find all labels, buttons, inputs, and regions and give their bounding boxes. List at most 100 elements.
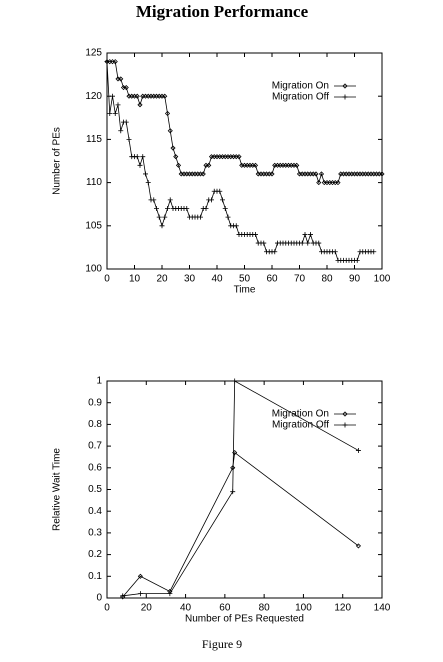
point-marker [355,543,361,549]
y-tick-label: 0.5 [88,484,102,495]
y-tick-label: 110 [86,177,102,188]
point-marker [140,93,146,99]
x-tick-label: 0 [104,274,110,285]
point-marker [110,93,115,99]
point-marker [250,162,256,168]
point-marker [126,93,132,99]
point-marker [165,206,170,212]
point-marker [159,93,165,99]
point-marker [241,162,248,168]
point-marker [112,59,118,65]
point-marker [324,180,330,186]
x-axis-label: Number of PEs Requested [185,614,304,625]
x-tick-label: 60 [219,603,231,614]
y-tick-label: 0 [96,593,102,604]
point-marker [343,171,349,177]
point-marker [137,573,143,579]
point-marker [145,180,151,186]
point-marker [115,76,121,82]
point-marker [181,171,187,177]
x-tick-label: 90 [349,274,361,285]
point-marker [197,171,204,177]
point-marker [360,171,366,177]
point-marker [214,154,220,160]
x-tick-label: 40 [180,603,192,614]
x-tick-label: 120 [334,603,351,614]
point-marker [277,162,283,168]
y-axis-label: Relative Wait Time [52,448,63,531]
point-marker [338,171,344,177]
point-marker [104,59,110,65]
point-marker [156,214,162,220]
point-marker [327,180,333,186]
point-marker [280,162,286,168]
point-marker [340,171,347,177]
x-tick-label: 60 [266,274,278,285]
point-marker [285,162,292,168]
point-marker [170,145,176,151]
point-marker [308,231,313,237]
x-tick-label: 70 [294,274,306,285]
point-marker [151,197,157,203]
point-marker [239,162,245,168]
point-marker [209,197,214,203]
point-marker [208,154,215,160]
point-marker [261,240,267,246]
legend-marker [342,422,348,428]
point-marker [220,197,225,203]
point-marker [332,180,338,186]
point-marker [230,465,236,471]
point-marker [123,84,129,91]
point-marker [294,162,300,168]
point-marker [167,588,173,595]
point-marker [255,171,261,177]
point-marker [156,93,162,99]
legend-label: Migration On [272,81,329,92]
point-marker [217,154,223,160]
point-marker [200,171,206,177]
series-line [122,451,359,598]
point-marker [305,240,311,246]
point-marker [310,171,316,177]
point-marker [140,154,146,160]
legend-marker [342,411,348,417]
y-tick-label: 105 [85,220,102,231]
point-marker [302,231,308,237]
point-marker [313,171,319,177]
y-tick-label: 120 [85,91,102,102]
point-marker [120,593,126,599]
figure-caption: Figure 9 [202,637,242,651]
point-marker [107,110,113,116]
legend-label: Migration Off [272,92,329,103]
point-marker [184,206,190,212]
point-marker [137,591,143,597]
x-tick-label: 40 [211,274,223,285]
point-marker [371,171,377,177]
point-marker [167,128,173,134]
point-marker [272,249,278,255]
point-marker [232,378,238,384]
point-marker [316,180,322,186]
point-marker [154,206,159,212]
y-tick-label: 0.4 [88,506,102,517]
point-marker [318,171,325,177]
point-marker [167,591,173,597]
point-marker [142,93,149,99]
point-marker [244,162,250,168]
point-marker [258,171,264,177]
y-tick-label: 0.9 [88,397,102,408]
point-marker [217,188,223,194]
point-marker [137,162,143,168]
x-tick-label: 100 [374,274,391,285]
y-tick-label: 125 [85,48,102,59]
point-marker [203,206,209,212]
point-marker [134,154,140,160]
point-marker [232,450,238,456]
point-marker [211,154,217,160]
point-marker [373,171,380,177]
point-marker [173,154,179,160]
x-tick-label: 140 [374,603,391,614]
point-marker [228,154,234,160]
point-marker [123,119,129,125]
y-tick-label: 0.8 [88,419,102,430]
